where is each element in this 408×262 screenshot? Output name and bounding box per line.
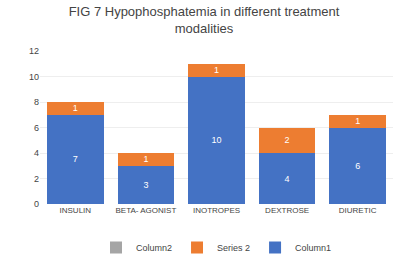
- svg-text:INOTROPES: INOTROPES: [193, 206, 240, 215]
- svg-text:INSULIN: INSULIN: [60, 206, 92, 215]
- svg-text:DIURETIC: DIURETIC: [339, 206, 377, 215]
- svg-text:1: 1: [143, 154, 148, 164]
- svg-text:8: 8: [34, 97, 39, 107]
- svg-text:0: 0: [34, 199, 39, 209]
- svg-text:2: 2: [34, 174, 39, 184]
- svg-text:Column1: Column1: [295, 243, 331, 253]
- svg-text:FIG 7 Hypophosphatemia in diff: FIG 7 Hypophosphatemia in different trea…: [69, 4, 340, 36]
- svg-text:1: 1: [214, 65, 219, 75]
- svg-text:10: 10: [211, 135, 221, 145]
- svg-text:4: 4: [34, 148, 39, 158]
- svg-text:BETA- AGONIST: BETA- AGONIST: [116, 206, 177, 215]
- svg-text:7: 7: [73, 154, 78, 164]
- svg-text:1: 1: [355, 116, 360, 126]
- svg-text:10: 10: [29, 72, 39, 82]
- svg-text:1: 1: [73, 103, 78, 113]
- svg-text:Column2: Column2: [136, 243, 172, 253]
- svg-text:6: 6: [34, 123, 39, 133]
- svg-text:DEXTROSE: DEXTROSE: [265, 206, 309, 215]
- svg-text:Series 2: Series 2: [217, 243, 250, 253]
- svg-text:4: 4: [285, 174, 290, 184]
- svg-text:2: 2: [285, 135, 290, 145]
- svg-text:12: 12: [29, 46, 39, 56]
- svg-text:3: 3: [143, 180, 148, 190]
- svg-text:6: 6: [355, 161, 360, 171]
